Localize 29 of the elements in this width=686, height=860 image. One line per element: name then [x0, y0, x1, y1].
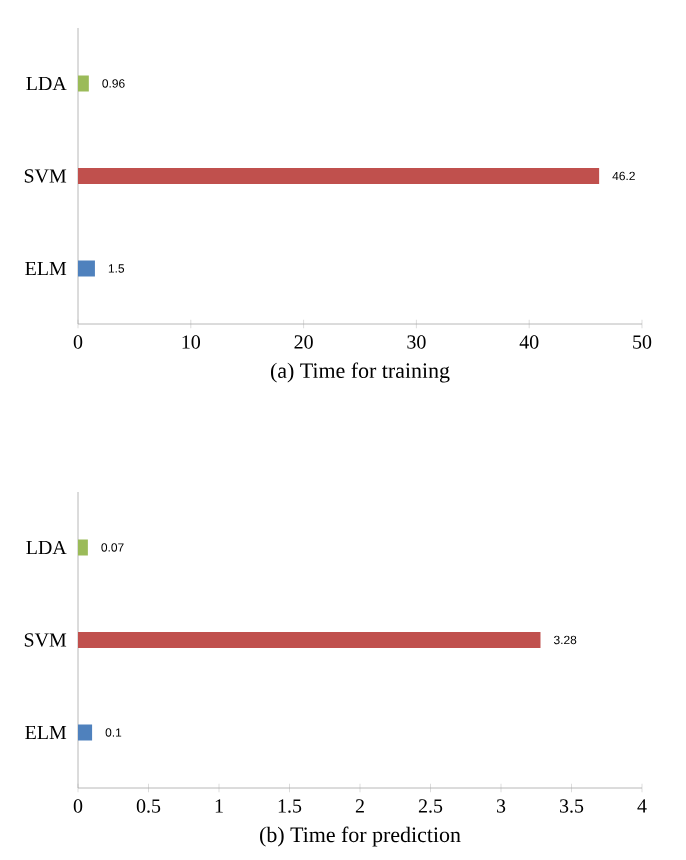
bar: [78, 260, 95, 277]
y-tick-label: LDA: [26, 540, 67, 555]
y-tick-label: LDA: [26, 76, 67, 91]
x-tick-label: 0.5: [136, 799, 161, 813]
x-tick-label: 10: [182, 335, 201, 349]
y-tick-label: ELM: [25, 725, 67, 740]
x-tick-label: 1.5: [278, 799, 302, 813]
x-tick-label: 20: [294, 335, 313, 349]
y-tick-label: SVM: [24, 169, 67, 183]
x-tick-label: 3.5: [560, 799, 584, 813]
bar: [78, 632, 541, 648]
x-axis-title: (a) Time for training: [270, 362, 450, 383]
x-tick-label: 3: [496, 799, 506, 813]
x-tick-label: 0: [73, 335, 83, 349]
x-tick-label: 4: [637, 799, 647, 813]
bar: [78, 168, 600, 184]
x-tick-label: 30: [407, 335, 426, 349]
x-tick-label: 2: [355, 799, 364, 813]
y-tick-label: ELM: [25, 261, 67, 276]
x-tick-label: 2.5: [418, 799, 443, 813]
x-tick-label: 0: [73, 799, 83, 813]
bar: [78, 724, 93, 741]
bar: [78, 75, 89, 92]
y-tick-label: SVM: [24, 633, 67, 647]
bar: [78, 539, 88, 556]
x-axis-title: (b) Time for prediction: [260, 826, 461, 847]
x-tick-label: 40: [519, 335, 539, 349]
x-tick-label: 1: [215, 799, 223, 813]
x-tick-label: 50: [633, 335, 652, 349]
